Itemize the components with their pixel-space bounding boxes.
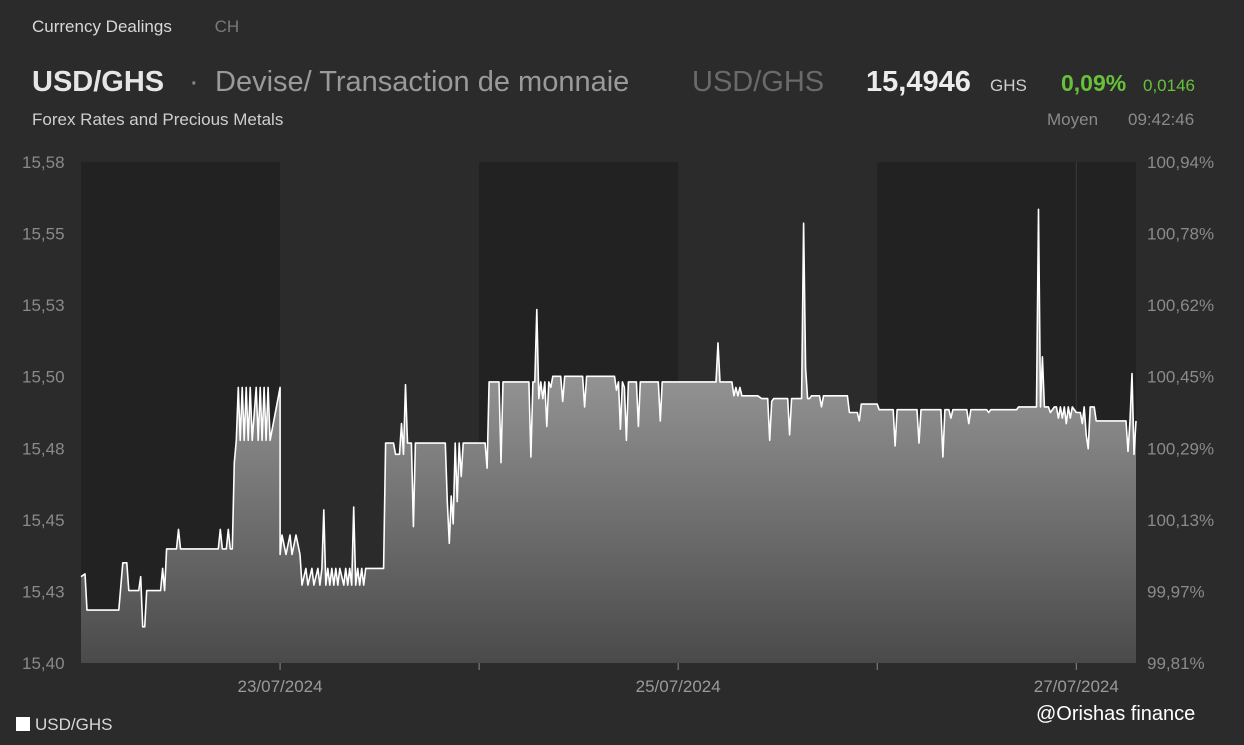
change-absolute: 0,0146 (1143, 76, 1195, 95)
market-subtitle: Forex Rates and Precious Metals (32, 110, 284, 129)
price-type: Moyen (1047, 110, 1099, 129)
legend-swatch (16, 717, 30, 731)
chart-legend: USD/GHS (16, 715, 112, 735)
y-tick-left: 15,53 (22, 296, 65, 315)
price-area-fill (81, 209, 1136, 664)
change-percent: 0,09% (1061, 70, 1127, 96)
y-tick-right: 99,97% (1147, 582, 1205, 601)
y-tick-right: 100,13% (1147, 511, 1214, 530)
top-tabs: Currency Dealings CH (32, 17, 239, 37)
y-tick-right: 100,78% (1147, 225, 1214, 244)
y-tick-left: 15,43 (22, 582, 65, 601)
x-tick-label: 27/07/2024 (1034, 677, 1119, 696)
y-tick-left: 15,48 (22, 439, 65, 458)
y-tick-left: 15,58 (22, 153, 65, 172)
y-tick-left: 15,40 (22, 654, 65, 673)
title-separator: · (189, 66, 199, 98)
y-tick-left: 15,55 (22, 225, 65, 244)
quote-header: USD/GHS · Devise/ Transaction de monnaie… (32, 64, 1204, 104)
y-tick-right: 100,29% (1147, 439, 1214, 458)
x-tick-label: 23/07/2024 (238, 677, 323, 696)
last-price: 15,4946 (866, 66, 971, 98)
credit-watermark: @Orishas finance (1036, 703, 1196, 725)
quote-time: 09:42:46 (1128, 110, 1195, 129)
y-tick-left: 15,45 (22, 511, 65, 530)
symbol-title: USD/GHS (32, 66, 165, 98)
y-tick-right: 100,45% (1147, 368, 1214, 387)
y-tick-right: 99,81% (1147, 654, 1205, 673)
symbol-secondary: USD/GHS (692, 66, 825, 98)
tab-currency-dealings[interactable]: Currency Dealings (32, 17, 172, 36)
tab-ch[interactable]: CH (214, 17, 240, 36)
y-tick-left: 15,50 (22, 368, 65, 387)
x-tick-label: 25/07/2024 (636, 677, 721, 696)
legend-label: USD/GHS (35, 715, 113, 734)
y-tick-right: 100,94% (1147, 153, 1214, 172)
price-currency: GHS (990, 76, 1027, 95)
y-tick-right: 100,62% (1147, 296, 1214, 315)
instrument-description: Devise/ Transaction de monnaie (215, 66, 630, 98)
price-line (80, 208, 1137, 628)
